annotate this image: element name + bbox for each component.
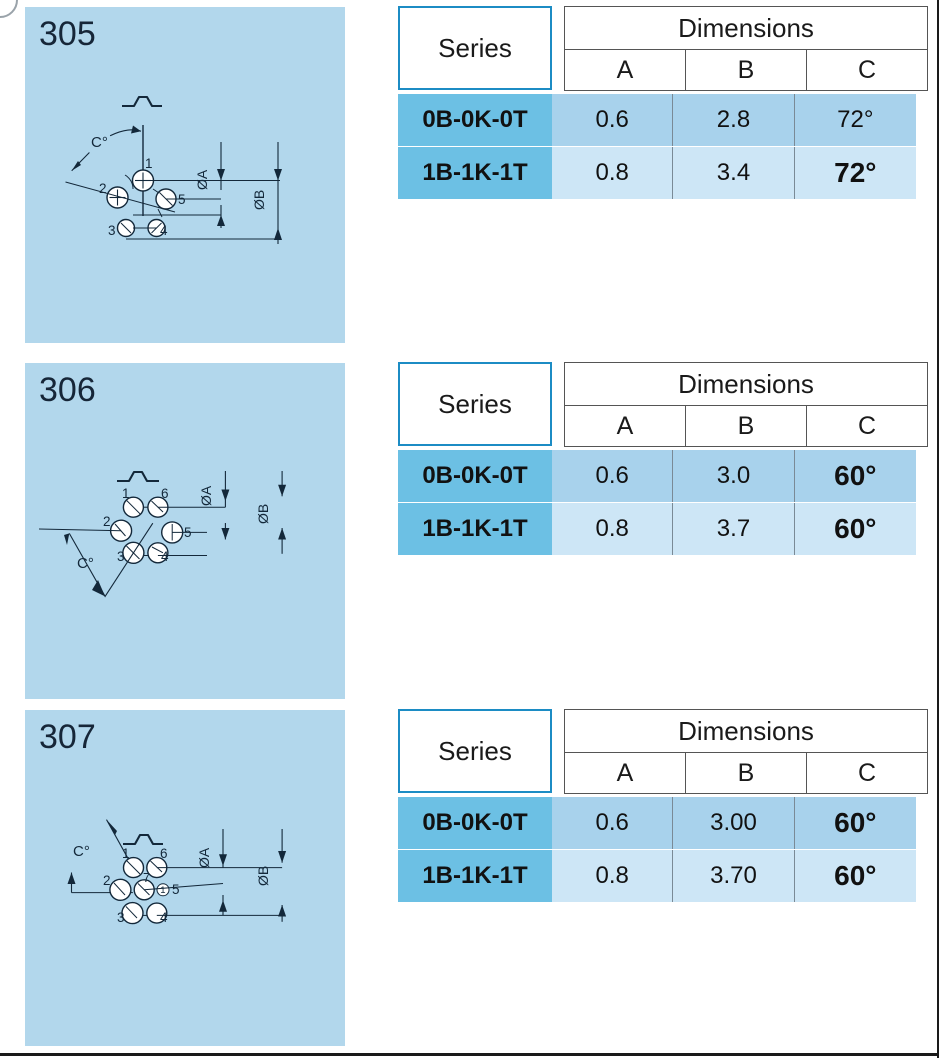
svg-text:2: 2 [99,181,107,196]
svg-text:7: 7 [143,871,150,885]
svg-text:3: 3 [117,910,125,925]
svg-text:1: 1 [145,156,153,171]
svg-text:1: 1 [122,486,130,501]
svg-text:4: 4 [160,910,168,925]
svg-text:6: 6 [161,486,169,501]
svg-text:ØA: ØA [194,169,210,190]
svg-text:2: 2 [103,873,111,888]
svg-text:4: 4 [160,223,168,238]
svg-text:6: 6 [160,846,168,861]
svg-text:4: 4 [161,549,169,564]
svg-text:1: 1 [122,846,130,861]
svg-text:2: 2 [103,514,111,529]
svg-text:C°: C° [91,134,108,151]
svg-text:3: 3 [108,223,116,238]
svg-text:1: 1 [160,885,165,896]
svg-text:C°: C° [77,555,94,572]
svg-text:5: 5 [172,882,180,897]
svg-text:C°: C° [73,843,90,860]
svg-text:ØA: ØA [196,847,212,868]
svg-text:ØB: ØB [251,190,267,210]
svg-text:ØA: ØA [198,485,214,506]
svg-text:3: 3 [117,549,125,564]
svg-text:ØB: ØB [255,504,271,524]
svg-text:ØB: ØB [255,866,271,886]
